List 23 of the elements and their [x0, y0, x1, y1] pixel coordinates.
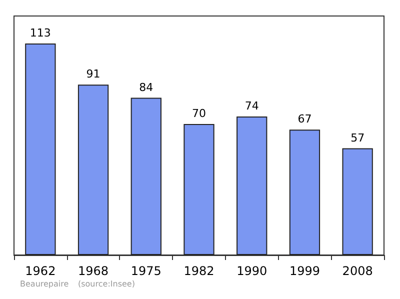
- data-label: 113: [30, 26, 51, 40]
- bar: [25, 43, 56, 255]
- x-tick-label: 1990: [236, 264, 268, 278]
- text: Beaurepaire: [20, 280, 69, 288]
- data-label: 70: [192, 106, 206, 120]
- bar: [289, 130, 320, 255]
- data-label: 57: [350, 131, 365, 144]
- bar: [78, 84, 109, 255]
- x-tick-label: 1999: [289, 264, 320, 278]
- x-tick-label: 1975: [130, 264, 162, 278]
- x-tick-label: 2008: [342, 264, 373, 278]
- bar: [236, 116, 268, 255]
- data-label: 74: [244, 99, 259, 112]
- data-label: 67: [298, 112, 312, 126]
- text: (source:Insee): [78, 280, 135, 288]
- bar: [130, 98, 162, 255]
- data-label: 84: [139, 80, 154, 94]
- x-tick-label: 1962: [25, 264, 56, 278]
- data-label: 91: [86, 68, 100, 81]
- x-tick-label: 1982: [184, 264, 214, 278]
- x-tick-label: 1968: [78, 264, 109, 278]
- bar: [184, 124, 214, 255]
- bar: [342, 148, 373, 255]
